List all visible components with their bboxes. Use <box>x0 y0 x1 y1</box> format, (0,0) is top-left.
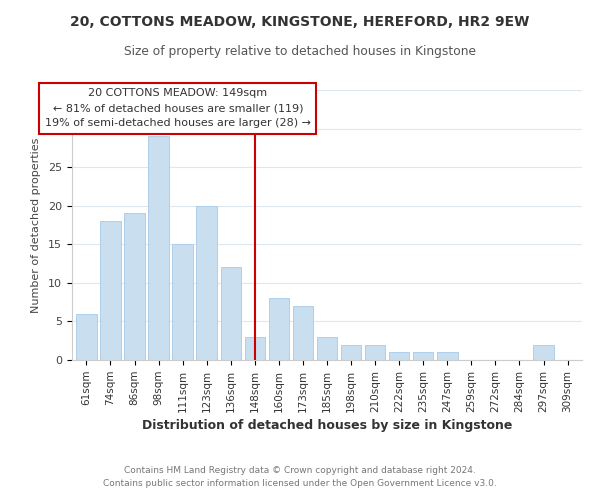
Bar <box>317 337 337 360</box>
Text: Size of property relative to detached houses in Kingstone: Size of property relative to detached ho… <box>124 45 476 58</box>
Bar <box>341 344 361 360</box>
Bar <box>365 344 385 360</box>
Bar <box>533 344 554 360</box>
Y-axis label: Number of detached properties: Number of detached properties <box>31 138 41 312</box>
Bar <box>269 298 289 360</box>
Text: 20 COTTONS MEADOW: 149sqm
← 81% of detached houses are smaller (119)
19% of semi: 20 COTTONS MEADOW: 149sqm ← 81% of detac… <box>45 88 311 128</box>
Bar <box>389 352 409 360</box>
Bar <box>124 214 145 360</box>
Bar <box>76 314 97 360</box>
Bar <box>437 352 458 360</box>
Bar <box>293 306 313 360</box>
Text: 20, COTTONS MEADOW, KINGSTONE, HEREFORD, HR2 9EW: 20, COTTONS MEADOW, KINGSTONE, HEREFORD,… <box>70 15 530 29</box>
Bar <box>221 268 241 360</box>
Text: Contains HM Land Registry data © Crown copyright and database right 2024.
Contai: Contains HM Land Registry data © Crown c… <box>103 466 497 487</box>
Bar <box>245 337 265 360</box>
Bar <box>172 244 193 360</box>
Bar <box>413 352 433 360</box>
Bar <box>196 206 217 360</box>
X-axis label: Distribution of detached houses by size in Kingstone: Distribution of detached houses by size … <box>142 419 512 432</box>
Bar <box>148 136 169 360</box>
Bar <box>100 221 121 360</box>
